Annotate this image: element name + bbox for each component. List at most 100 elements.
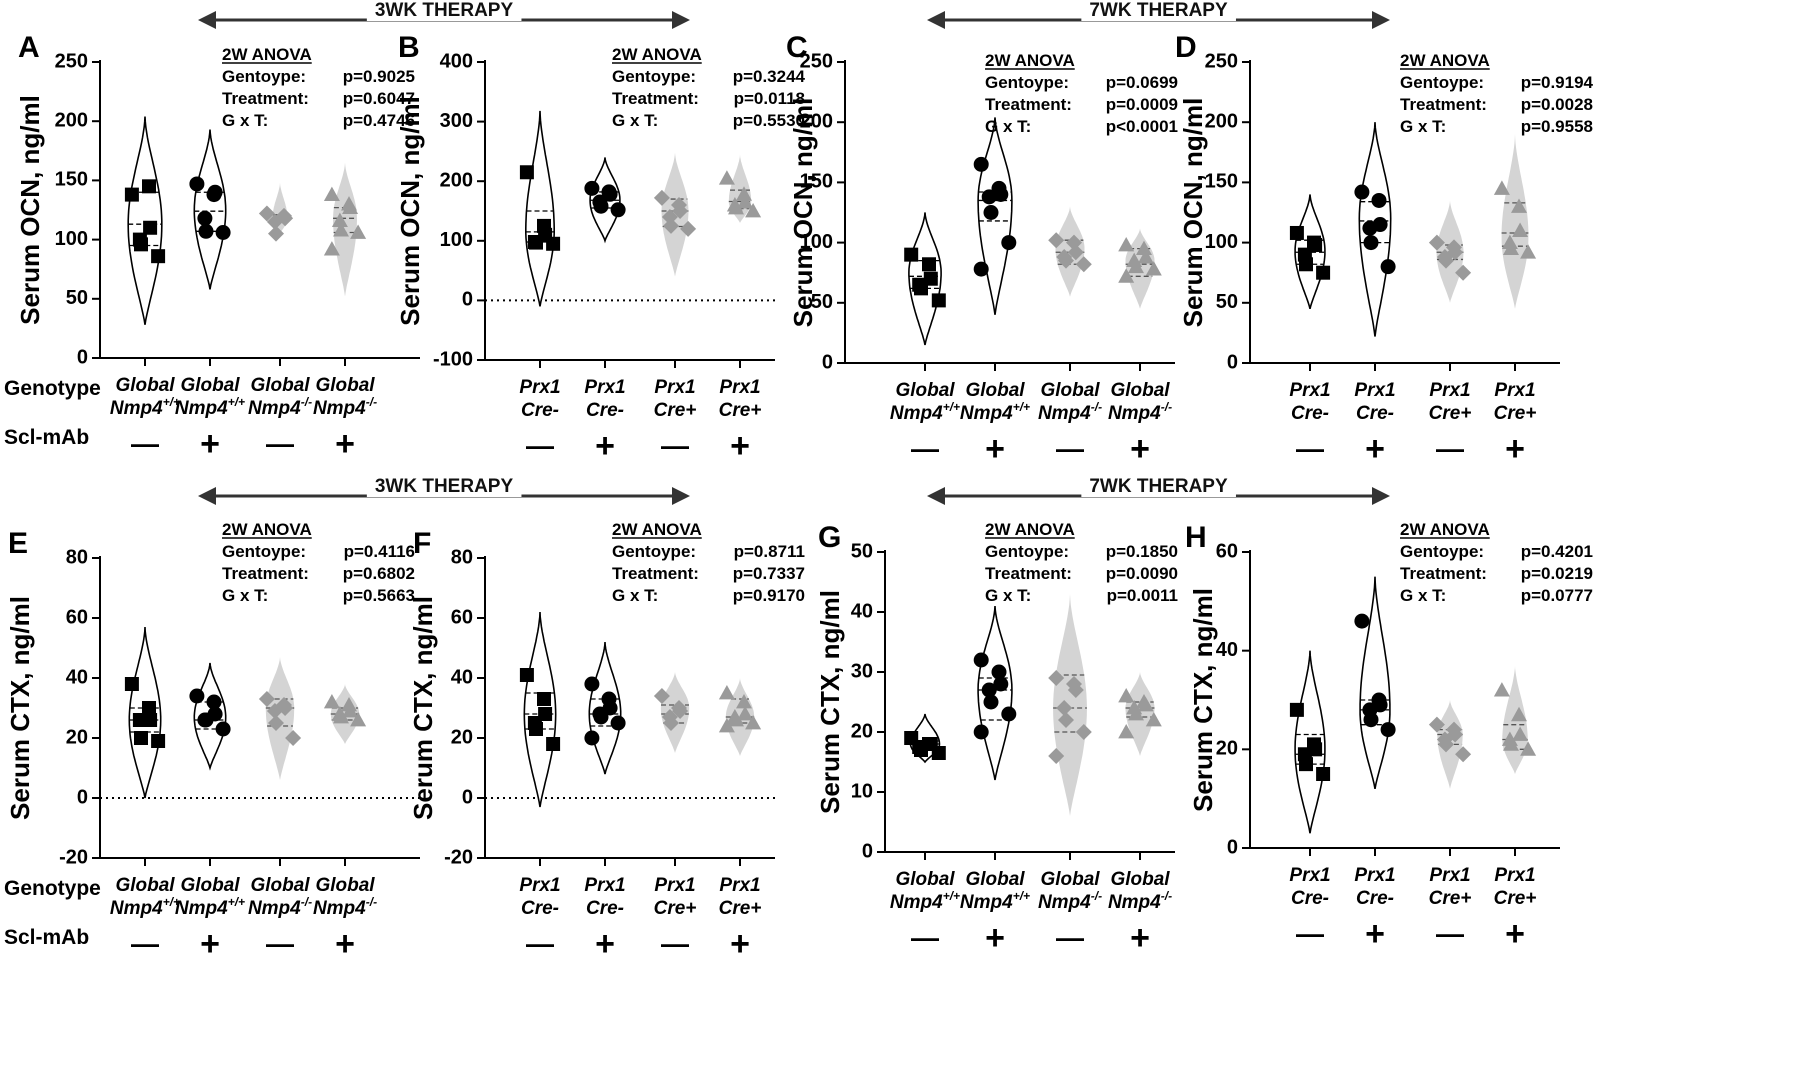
genotype-row-label: Genotype	[4, 877, 101, 900]
data-point-circle	[1354, 613, 1370, 629]
therapy-banner-label: 3WK THERAPY	[375, 476, 514, 497]
data-point-diamond	[663, 715, 679, 731]
data-point-circle	[593, 709, 609, 725]
therapy-arrow: 7WK THERAPY	[927, 476, 1390, 505]
stats-row-label: Treatment:	[222, 564, 309, 583]
x-tick-label-line2: Nmp4-/-	[313, 895, 377, 919]
x-tick-label-text: Cre+	[1494, 888, 1537, 909]
treatment-plus-sign: +	[1130, 430, 1150, 468]
x-tick-label-line2: Nmp4+/+	[110, 395, 180, 419]
treatment-minus-sign: —	[266, 928, 294, 959]
stats-p-value: p=0.5663	[343, 586, 415, 605]
stats-header: 2W ANOVA	[222, 45, 312, 64]
stats-header: 2W ANOVA	[1400, 51, 1490, 70]
y-tick-label: 250	[55, 50, 88, 72]
data-point-circle	[1380, 722, 1396, 738]
treatment-plus-sign: +	[730, 427, 750, 465]
x-tick-label-text: Nmp4	[1038, 403, 1091, 424]
data-point-diamond	[653, 688, 670, 704]
banner-label-background	[1081, 0, 1236, 21]
x-tick-label-line2: Nmp4+/+	[890, 889, 960, 913]
treatment-minus-sign: —	[1056, 922, 1084, 953]
data-point-diamond	[1075, 256, 1092, 273]
stats-p-value: p=0.9194	[1521, 73, 1594, 92]
y-tick-label: 0	[77, 786, 88, 808]
data-point-circle	[207, 184, 223, 200]
data-point-triangle	[1520, 741, 1537, 756]
x-tick-label-line2: Cre-	[1356, 403, 1394, 424]
data-point-diamond	[285, 730, 302, 746]
data-point-square	[537, 692, 551, 706]
data-point-circle	[1354, 184, 1370, 200]
treatment-minus-sign: —	[131, 428, 159, 459]
x-tick-label-text: Cre-	[1291, 888, 1329, 909]
data-point-triangle	[745, 715, 762, 730]
treatment-row-label: Scl-mAb	[4, 926, 89, 949]
x-tick-label-line1: Prx1	[519, 377, 560, 398]
data-point-circle	[584, 676, 600, 692]
stats-row-label: Gentoype:	[1400, 542, 1484, 561]
stats-row-label: Treatment:	[1400, 564, 1487, 583]
data-point-circle	[981, 682, 997, 698]
data-point-triangle	[1145, 261, 1162, 276]
data-point-circle	[991, 664, 1007, 680]
y-tick-label: 100	[55, 228, 88, 250]
data-point-diamond	[258, 691, 275, 707]
x-tick-label-superscript: +/+	[163, 895, 180, 909]
x-tick-label-line1: Prx1	[584, 875, 625, 896]
data-point-triangle	[1118, 268, 1135, 283]
x-tick-label-line2: Cre+	[654, 400, 697, 421]
stats-p-value: p=0.3244	[733, 67, 806, 86]
data-point-square	[519, 668, 534, 682]
x-tick-label-line2: Nmp4-/-	[248, 395, 312, 419]
x-tick-label-line1: Global	[895, 380, 955, 401]
treatment-plus-sign: +	[1365, 915, 1385, 953]
x-tick-label-line1: Global	[115, 375, 175, 396]
y-tick-label: 200	[55, 109, 88, 131]
data-point-triangle	[341, 697, 357, 712]
y-tick-label: 150	[1205, 171, 1238, 193]
y-tick-label: 0	[462, 786, 473, 808]
data-point-triangle	[323, 694, 340, 709]
y-axis-title: Serum OCN, ng/ml	[395, 96, 425, 326]
x-tick-label-text: Cre-	[586, 898, 624, 919]
x-tick-label-text: Nmp4	[890, 892, 943, 913]
violin-shape	[265, 657, 295, 780]
data-point-circle	[983, 205, 999, 220]
x-tick-label-text: Nmp4	[1108, 892, 1161, 913]
therapy-banner-label: 7WK THERAPY	[1089, 476, 1228, 497]
arrow-head-right	[1372, 11, 1390, 29]
stats-row-label: G x T:	[1400, 117, 1446, 136]
data-point-diamond	[653, 189, 670, 206]
therapy-banner-label: 7WK THERAPY	[1089, 0, 1228, 21]
banner-label-background	[366, 0, 522, 21]
arrow-head-right	[672, 487, 690, 505]
stats-row-label: Treatment:	[222, 89, 309, 108]
x-tick-label-line2: Nmp4-/-	[1108, 400, 1172, 424]
data-point-triangle	[728, 200, 744, 215]
x-tick-label-text: Cre-	[1356, 403, 1394, 424]
treatment-minus-sign: —	[661, 928, 689, 959]
data-point-circle	[1363, 235, 1379, 251]
data-point-triangle	[1137, 249, 1154, 264]
violin-shape	[525, 110, 555, 307]
data-point-diamond	[680, 220, 697, 237]
data-point-triangle	[737, 706, 754, 721]
data-point-diamond	[266, 703, 283, 719]
data-point-diamond	[1428, 716, 1445, 733]
y-tick-label: 100	[1205, 231, 1238, 253]
x-tick-label-line2: Cre+	[654, 898, 697, 919]
treatment-plus-sign: +	[1365, 430, 1385, 468]
x-tick-label-text: Cre-	[521, 400, 559, 421]
x-tick-label-line2: Cre-	[521, 400, 559, 421]
data-point-diamond	[258, 205, 275, 222]
data-point-triangle	[1512, 222, 1529, 237]
treatment-minus-sign: —	[266, 428, 294, 459]
stats-p-value: p=0.1850	[1106, 542, 1178, 561]
data-point-diamond	[663, 217, 679, 234]
stats-row-label: G x T:	[612, 111, 658, 130]
